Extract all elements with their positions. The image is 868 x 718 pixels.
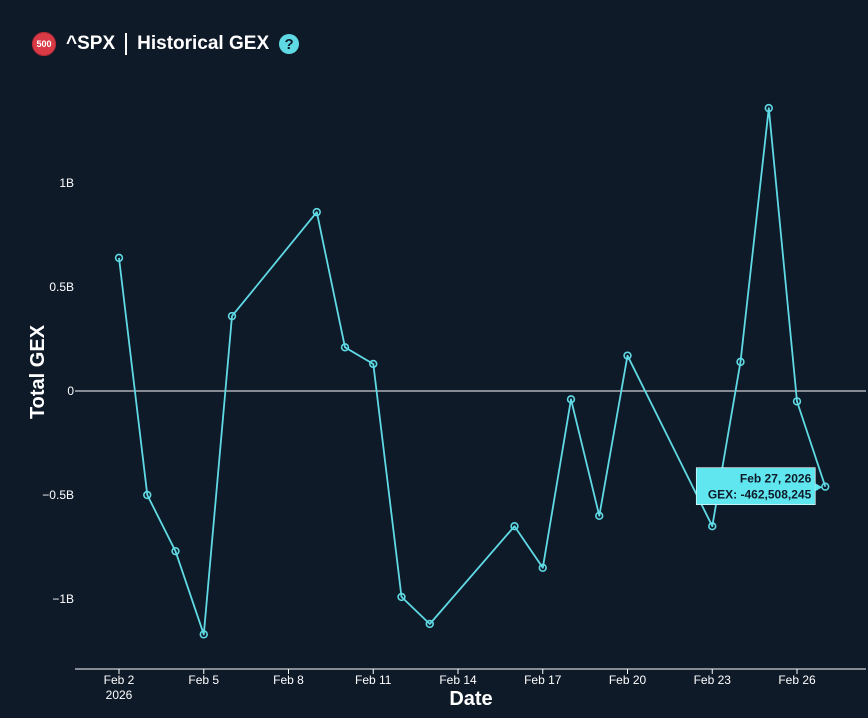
x-tick-label: Feb 5 — [188, 673, 219, 687]
data-point[interactable] — [143, 490, 152, 500]
data-point[interactable] — [595, 511, 604, 520]
data-point[interactable] — [227, 311, 237, 321]
tooltip-pointer — [815, 483, 823, 492]
y-tick-label: 0 — [67, 384, 74, 398]
y-tick-label: −1B — [52, 592, 74, 606]
title-divider — [125, 33, 128, 55]
data-point[interactable] — [340, 343, 350, 352]
x-tick-label: Feb 11 — [355, 673, 392, 687]
data-point[interactable] — [369, 359, 378, 369]
x-tick-label: Feb 2 — [104, 673, 135, 687]
data-point[interactable] — [736, 357, 745, 367]
data-point[interactable] — [199, 630, 208, 639]
data-point[interactable] — [764, 103, 773, 113]
gex-series-line — [118, 107, 827, 636]
sp500-badge-icon: 500 — [32, 32, 56, 56]
data-point[interactable] — [708, 521, 717, 531]
ticker-symbol: ^SPX — [66, 33, 116, 54]
x-tick-label: Feb 8 — [273, 673, 304, 687]
y-tick-label: 1B — [59, 176, 74, 190]
page-title: Historical GEX — [137, 33, 270, 54]
x-tick-sublabel: 2026 — [106, 688, 133, 702]
data-point[interactable] — [623, 351, 632, 360]
y-tick-label: 0.5B — [49, 280, 74, 294]
x-tick-label: Feb 20 — [609, 673, 647, 687]
tooltip-box — [695, 467, 816, 506]
data-point[interactable] — [312, 207, 321, 217]
data-point[interactable] — [566, 395, 576, 404]
data-point[interactable] — [397, 592, 406, 602]
help-icon[interactable]: ? — [279, 34, 300, 54]
y-tick-label: −0.5B — [42, 488, 74, 502]
tooltip-value: GEX: -462,508,245 — [708, 488, 812, 502]
y-axis-ticks: 1B 0.5B 0 −0.5B −1B — [42, 176, 74, 606]
y-axis-title: Total GEX — [27, 324, 49, 419]
hover-tooltip: Feb 27, 2026 GEX: -462,508,245 — [695, 467, 823, 506]
x-tick-label: Feb 17 — [524, 673, 562, 687]
gex-points — [114, 103, 830, 639]
x-tick-label: Feb 14 — [439, 673, 477, 687]
x-tick-label: Feb 23 — [694, 673, 732, 687]
data-point[interactable] — [821, 482, 830, 491]
data-point[interactable] — [510, 521, 519, 531]
x-tick-label: Feb 26 — [778, 673, 816, 687]
data-point[interactable] — [425, 619, 434, 629]
data-point[interactable] — [114, 253, 124, 263]
data-point[interactable] — [538, 563, 547, 572]
data-point[interactable] — [792, 397, 802, 406]
chart-header: 500 ^SPX Historical GEX ? — [32, 30, 300, 58]
x-axis-title: Date — [449, 688, 492, 710]
data-point[interactable] — [171, 546, 180, 556]
tooltip-date: Feb 27, 2026 — [740, 472, 812, 486]
